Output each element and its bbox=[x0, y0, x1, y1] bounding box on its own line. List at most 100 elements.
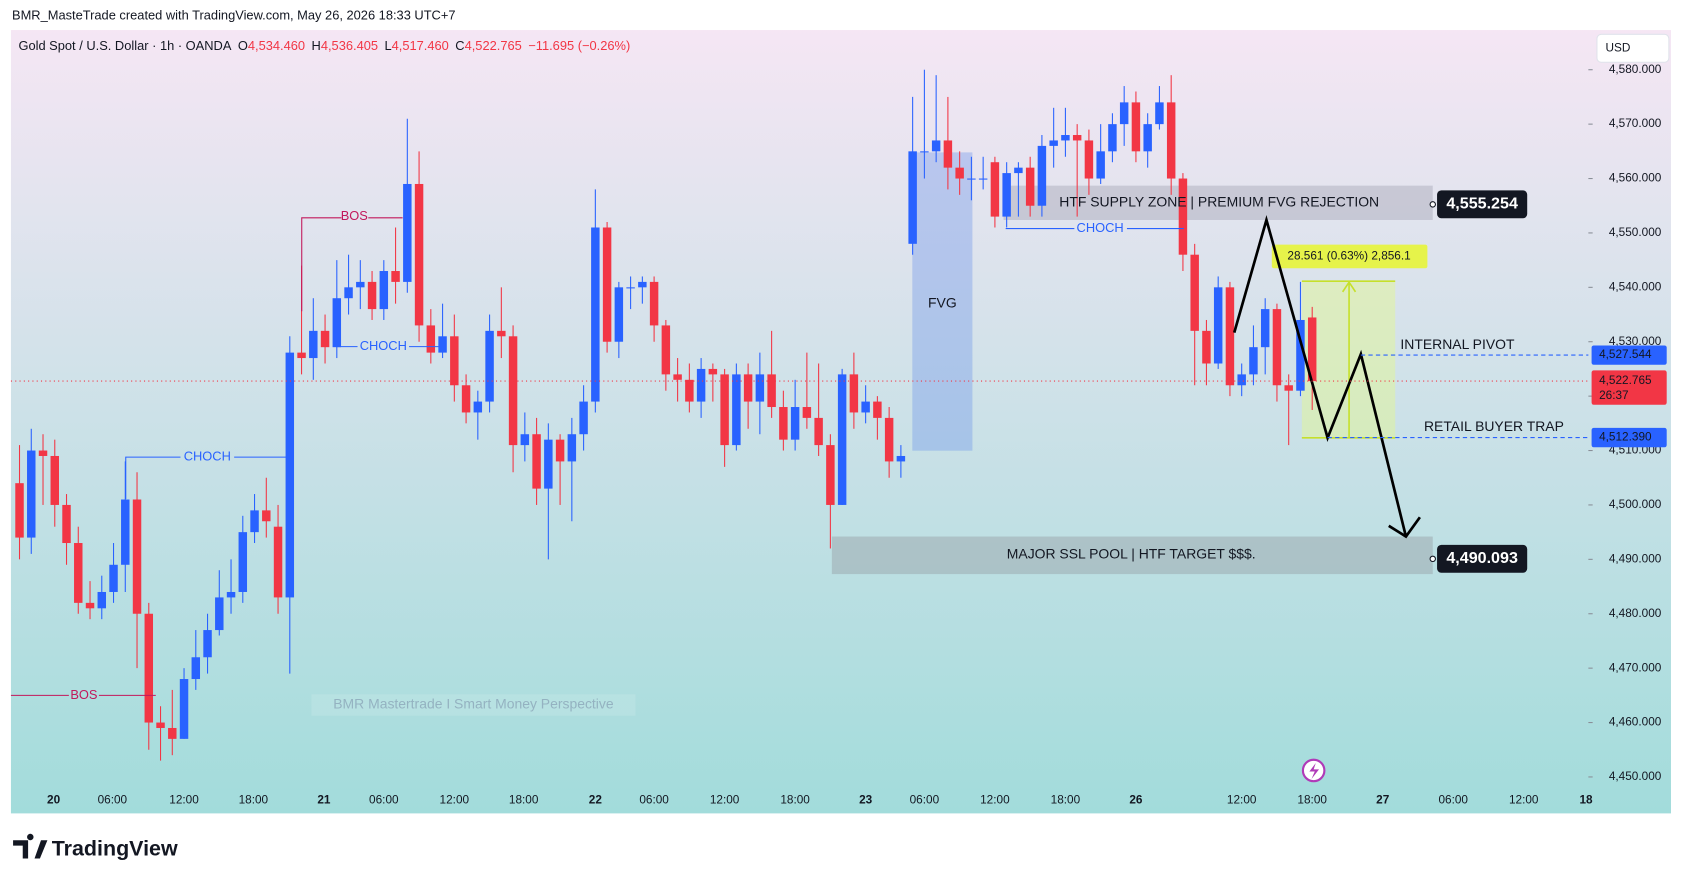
candle-body bbox=[414, 183, 424, 326]
candle-body bbox=[461, 385, 471, 413]
candle-body bbox=[309, 330, 318, 359]
y-tick-label: 4,490.000 bbox=[1609, 551, 1662, 565]
measure-label: 28.561 (0.63%) 2,856.1 bbox=[1287, 249, 1410, 263]
candle-body bbox=[720, 374, 729, 446]
x-tick-label: 18:00 bbox=[1297, 793, 1327, 807]
candle-body bbox=[837, 374, 847, 505]
candle-body bbox=[226, 591, 236, 598]
candle-body bbox=[767, 374, 776, 408]
candle-body bbox=[579, 401, 588, 435]
candle-body bbox=[250, 510, 259, 533]
x-tick-label: 22 bbox=[589, 793, 603, 807]
candle-body bbox=[15, 483, 24, 538]
choch-label: CHOCH bbox=[184, 449, 231, 464]
candle-body bbox=[591, 227, 600, 402]
brand-logo bbox=[13, 833, 48, 859]
symbol-line: Gold Spot / U.S. Dollar · 1h · OANDA O4,5… bbox=[18, 39, 630, 54]
y-tick-label: 4,500.000 bbox=[1609, 497, 1662, 511]
candle-body bbox=[673, 374, 682, 380]
axis: 4,450.000 4,460.000 4,470.000 4,480.000 4,49… bbox=[10, 62, 1667, 807]
candle-body bbox=[555, 439, 565, 462]
fvg-box bbox=[912, 152, 973, 451]
candle-body bbox=[144, 613, 154, 723]
candle-body bbox=[508, 336, 518, 446]
candle-body bbox=[696, 368, 706, 402]
y-tick-label: 4,450.000 bbox=[1609, 769, 1662, 783]
y-tick-label: 4,570.000 bbox=[1609, 116, 1662, 130]
candle-body bbox=[38, 450, 48, 456]
y-tick-label: 4,560.000 bbox=[1609, 171, 1662, 185]
change: −11.695 (−0.26%) bbox=[528, 39, 630, 54]
candle-body bbox=[1202, 330, 1211, 364]
candle-body bbox=[50, 455, 59, 505]
candle-body bbox=[1143, 124, 1152, 152]
choch-label: CHOCH bbox=[360, 338, 407, 353]
ohlc-key: H bbox=[312, 39, 321, 54]
zone-price-box bbox=[1437, 190, 1528, 219]
supply-zone bbox=[1003, 185, 1433, 220]
countdown: 26:37 bbox=[1599, 388, 1629, 402]
credit: BMR_MasteTrade created with TradingView.… bbox=[12, 8, 456, 23]
axis-price-box bbox=[1591, 370, 1667, 405]
candle-body bbox=[450, 336, 459, 386]
candle-body bbox=[908, 151, 917, 244]
bos-label: BOS bbox=[70, 687, 97, 702]
candle-body bbox=[391, 271, 400, 282]
x-tick-label: 12:00 bbox=[440, 793, 470, 807]
x-tick-label: 12:00 bbox=[980, 793, 1010, 807]
x-tick-label: 12:00 bbox=[1227, 793, 1257, 807]
candle-body bbox=[132, 499, 142, 614]
candle-body bbox=[1037, 145, 1047, 206]
symbol: Gold Spot / U.S. Dollar · 1h · OANDA bbox=[18, 39, 231, 54]
axis-price-label: 4,522.765 bbox=[1599, 373, 1652, 387]
x-tick-label: 27 bbox=[1376, 793, 1390, 807]
y-tick-label: 4,580.000 bbox=[1609, 62, 1662, 76]
currency[interactable]: USD bbox=[1606, 40, 1631, 54]
candle-body bbox=[203, 630, 212, 658]
candle-body bbox=[755, 374, 765, 402]
candle-body bbox=[626, 287, 635, 289]
candle-body bbox=[1296, 319, 1305, 391]
zone-price-label: 4,555.254 bbox=[1446, 195, 1518, 213]
ssl-zone-label: MAJOR SSL POOL | HTF TARGET $$$. bbox=[1007, 545, 1256, 561]
ssl-zone bbox=[831, 536, 1433, 575]
y-tick-label: 4,470.000 bbox=[1609, 660, 1662, 674]
y-tick-label: 4,480.000 bbox=[1609, 606, 1662, 620]
x-tick-label: 20 bbox=[47, 793, 61, 807]
ohlc-value: 4,536.405 bbox=[321, 39, 378, 54]
currency-button[interactable] bbox=[1596, 33, 1670, 63]
y-tick-label: 4,540.000 bbox=[1609, 279, 1662, 293]
candle-body bbox=[297, 352, 306, 359]
bos-label: BOS bbox=[341, 208, 368, 223]
y-tick-label: 4,460.000 bbox=[1609, 715, 1662, 729]
candle-body bbox=[814, 417, 823, 446]
candle-body bbox=[1131, 102, 1141, 152]
candle-body bbox=[732, 374, 741, 446]
y-tick-label: 4,530.000 bbox=[1609, 334, 1662, 348]
candle-body bbox=[990, 162, 1000, 217]
candle-body bbox=[967, 178, 976, 180]
x-tick-label: 12:00 bbox=[169, 793, 199, 807]
axis-price-label: 4,527.544 bbox=[1599, 347, 1652, 361]
candle-body bbox=[168, 727, 177, 739]
ohlc-key: C bbox=[455, 39, 464, 54]
ohlc-value: 4,517.460 bbox=[392, 39, 449, 54]
candle-body bbox=[1002, 173, 1011, 217]
candle-body bbox=[884, 417, 894, 462]
candle-body bbox=[920, 151, 929, 153]
x-tick-label: 06:00 bbox=[639, 793, 669, 807]
candle-body bbox=[27, 450, 36, 538]
brand: TradingView bbox=[52, 837, 178, 861]
axis-price-box bbox=[1591, 345, 1667, 365]
candle-body bbox=[1025, 167, 1035, 206]
candle-body bbox=[943, 140, 953, 168]
candle-body bbox=[1108, 124, 1117, 152]
candle-body bbox=[497, 330, 506, 337]
candle-body bbox=[332, 298, 342, 348]
x-tick-label: 18:00 bbox=[509, 793, 539, 807]
candle-body bbox=[802, 407, 812, 418]
candle-body bbox=[109, 564, 118, 592]
candle-body bbox=[1166, 102, 1176, 179]
candle-body bbox=[1155, 102, 1164, 125]
